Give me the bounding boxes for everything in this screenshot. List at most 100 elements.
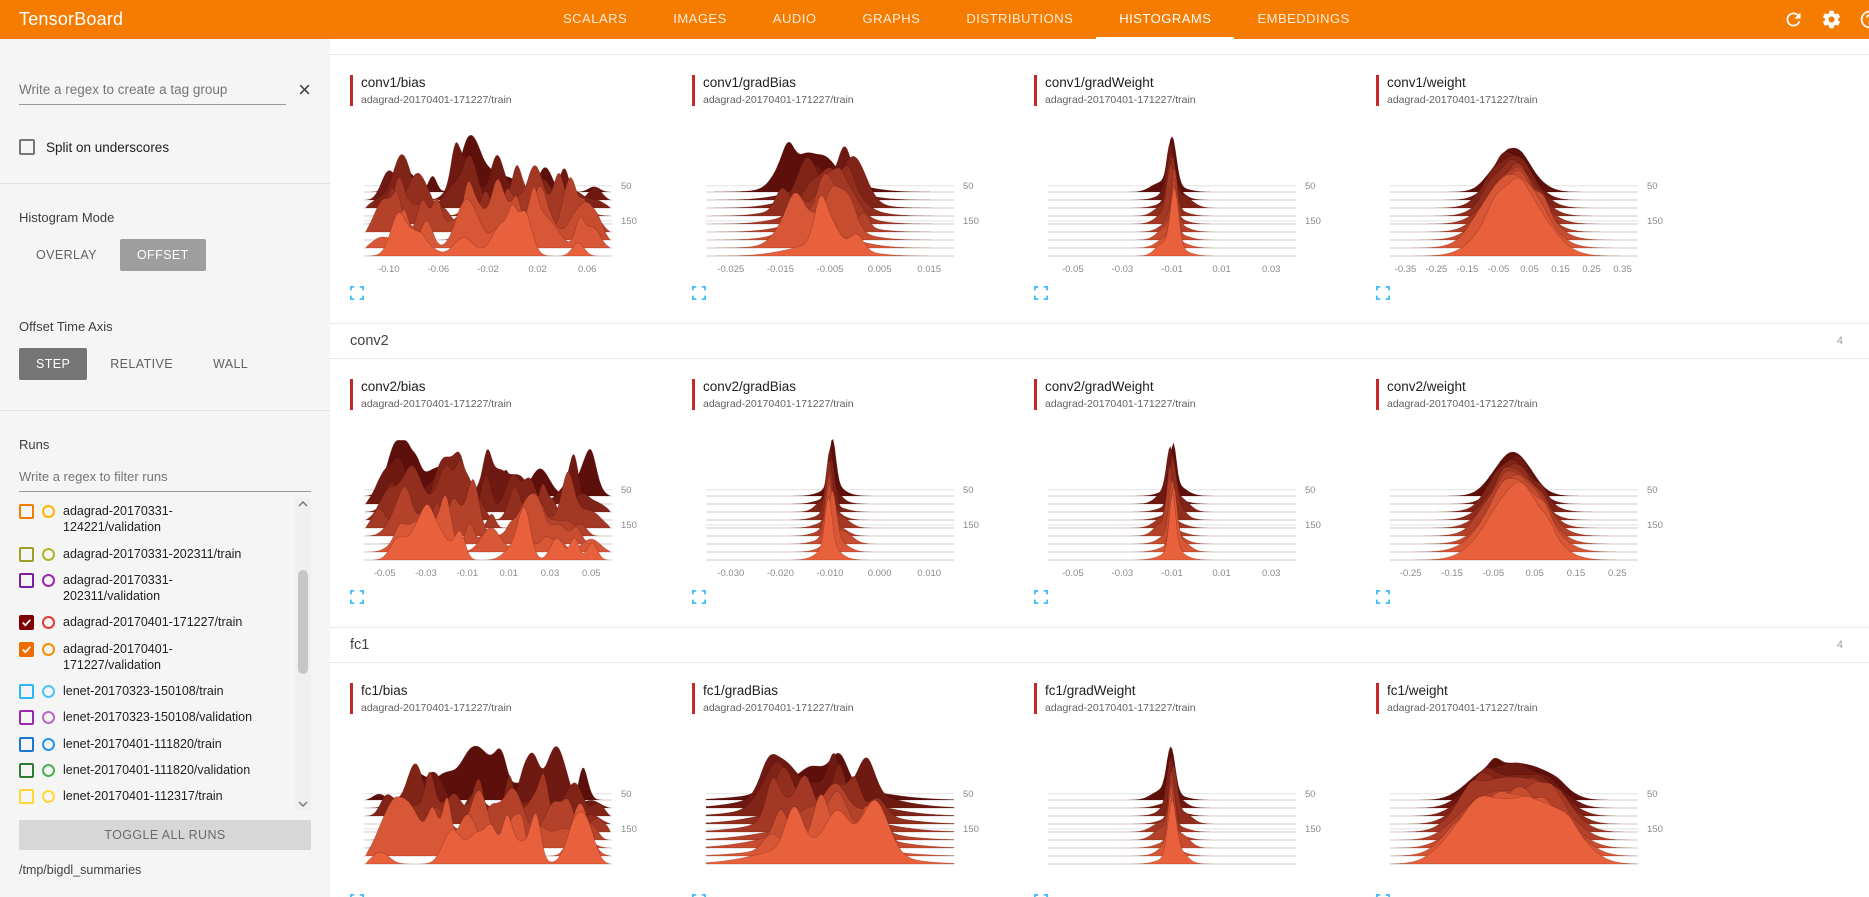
tag-group-regex-input[interactable] bbox=[19, 75, 287, 105]
histogram-chart: 50 150 -0.05 -0.03 -0.01 0.01 0.03 bbox=[1048, 135, 1321, 275]
nav-tab-audio[interactable]: AUDIO bbox=[772, 11, 817, 26]
section-header[interactable]: fc1 4 bbox=[330, 626, 1869, 663]
run-color-radio[interactable] bbox=[42, 505, 55, 518]
svg-text:-0.05: -0.05 bbox=[1062, 568, 1084, 579]
nav-tab-embeddings[interactable]: EMBEDDINGS bbox=[1257, 11, 1350, 26]
expand-icon[interactable] bbox=[1376, 893, 1392, 897]
chart-title-block: conv2/bias adagrad-20170401-171227/train bbox=[350, 378, 658, 410]
run-checkbox[interactable] bbox=[19, 684, 34, 699]
expand-icon[interactable] bbox=[350, 893, 366, 897]
run-color-radio[interactable] bbox=[42, 573, 55, 587]
run-checkbox[interactable] bbox=[19, 762, 34, 778]
run-checkbox[interactable] bbox=[19, 504, 34, 519]
expand-icon[interactable] bbox=[350, 285, 366, 305]
run-item[interactable]: adagrad-20170331-124221/validation bbox=[19, 498, 287, 541]
run-checkbox[interactable] bbox=[19, 641, 34, 657]
run-color-radio[interactable] bbox=[42, 547, 55, 561]
svg-text:50: 50 bbox=[1305, 485, 1316, 496]
close-icon[interactable]: × bbox=[298, 77, 311, 102]
run-checkbox[interactable] bbox=[19, 710, 34, 726]
run-label: adagrad-20170331-202311/train bbox=[63, 546, 242, 561]
run-color-radio[interactable] bbox=[42, 763, 55, 777]
run-item[interactable]: adagrad-20170331-202311/validation bbox=[19, 567, 287, 610]
option-step-button[interactable]: STEP bbox=[19, 348, 88, 380]
chart-title: conv2/bias bbox=[361, 378, 426, 394]
run-item[interactable]: lenet-20170323-150108/train bbox=[19, 678, 287, 704]
section-name: conv2 bbox=[350, 332, 389, 349]
help-icon[interactable] bbox=[1859, 9, 1869, 30]
run-checkbox[interactable] bbox=[19, 572, 34, 588]
runs-regex-input[interactable] bbox=[19, 462, 311, 492]
svg-text:0.06: 0.06 bbox=[578, 264, 597, 275]
run-color-radio[interactable] bbox=[42, 642, 55, 656]
split-underscores-checkbox[interactable] bbox=[19, 139, 35, 155]
histogram-chart: 50 150 -0.25 -0.15 -0.05 0.05 0.15 0.25 bbox=[1390, 451, 1663, 579]
expand-icon[interactable] bbox=[1376, 285, 1392, 305]
run-checkbox[interactable] bbox=[19, 789, 34, 804]
nav-tab-distributions[interactable]: DISTRIBUTIONS bbox=[966, 11, 1074, 26]
svg-text:50: 50 bbox=[621, 485, 632, 496]
svg-text:0.01: 0.01 bbox=[1212, 568, 1231, 579]
option-relative-button[interactable]: RELATIVE bbox=[110, 357, 173, 371]
expand-icon[interactable] bbox=[1034, 285, 1050, 305]
run-color-radio[interactable] bbox=[42, 616, 55, 630]
run-checkbox[interactable] bbox=[19, 546, 34, 562]
offset-axis-options: STEP RELATIVE WALL bbox=[19, 348, 311, 380]
run-color-radio[interactable] bbox=[42, 790, 55, 803]
chart-title: conv2/gradBias bbox=[703, 378, 797, 394]
option-overlay-button[interactable]: OVERLAY bbox=[36, 248, 97, 262]
run-item[interactable]: adagrad-20170401-171227/train bbox=[19, 609, 287, 635]
expand-icon[interactable] bbox=[1034, 893, 1050, 897]
expand-icon[interactable] bbox=[1376, 589, 1392, 609]
run-color-radio[interactable] bbox=[42, 711, 55, 725]
run-item[interactable]: lenet-20170401-111820/train bbox=[19, 731, 287, 757]
run-item[interactable]: adagrad-20170331-202311/train bbox=[19, 541, 287, 567]
option-wall-button[interactable]: WALL bbox=[212, 357, 249, 371]
expand-icon[interactable] bbox=[692, 589, 708, 609]
runs-scrollbar[interactable] bbox=[295, 498, 311, 810]
run-checkbox[interactable] bbox=[19, 615, 34, 631]
run-item[interactable]: lenet-20170323-150108/validation bbox=[19, 704, 287, 730]
run-checkbox[interactable] bbox=[19, 736, 34, 752]
svg-text:0.01: 0.01 bbox=[1212, 264, 1231, 275]
svg-text:-0.05: -0.05 bbox=[1482, 568, 1504, 579]
split-underscores-row[interactable]: Split on underscores bbox=[19, 139, 311, 155]
histogram-card: fc1/gradBias adagrad-20170401-171227/tra… bbox=[692, 682, 1000, 897]
chart-title-block: conv1/bias adagrad-20170401-171227/train bbox=[350, 75, 658, 106]
run-item[interactable]: lenet-20170401-111820/validation bbox=[19, 757, 287, 783]
toggle-all-runs-button[interactable]: TOGGLE ALL RUNS bbox=[19, 820, 311, 850]
option-offset-button[interactable]: OFFSET bbox=[119, 239, 206, 271]
scroll-up-icon[interactable] bbox=[298, 501, 308, 507]
chart-title-block: fc1/gradBias adagrad-20170401-171227/tra… bbox=[692, 682, 1000, 714]
expand-icon[interactable] bbox=[350, 589, 366, 609]
scrollbar-thumb[interactable] bbox=[298, 570, 308, 674]
svg-text:0.03: 0.03 bbox=[541, 568, 560, 579]
chart-run-label: adagrad-20170401-171227/train bbox=[1387, 93, 1538, 106]
expand-icon[interactable] bbox=[692, 285, 708, 305]
run-item[interactable]: adagrad-20170401-171227/validation bbox=[19, 636, 287, 679]
svg-text:-0.01: -0.01 bbox=[1161, 568, 1183, 579]
nav-tab-images[interactable]: IMAGES bbox=[673, 11, 727, 26]
run-item[interactable]: lenet-20170401-112317/train bbox=[19, 783, 287, 809]
run-color-radio[interactable] bbox=[42, 737, 55, 751]
app-title: TensorBoard bbox=[19, 9, 124, 29]
run-label: lenet-20170401-112317/train bbox=[63, 789, 223, 803]
nav-tab-scalars[interactable]: SCALARS bbox=[563, 11, 628, 26]
scroll-down-icon[interactable] bbox=[298, 801, 308, 807]
run-color-radio[interactable] bbox=[42, 685, 55, 698]
chart-title-block: conv1/gradWeight adagrad-20170401-171227… bbox=[1034, 75, 1342, 106]
chart-run-label: adagrad-20170401-171227/train bbox=[1387, 397, 1538, 410]
section-header[interactable]: conv2 4 bbox=[330, 322, 1869, 359]
expand-icon[interactable] bbox=[692, 893, 708, 897]
run-label: adagrad-20170401-171227/validation bbox=[63, 641, 173, 672]
settings-icon[interactable] bbox=[1821, 9, 1842, 30]
nav-tab-histograms[interactable]: HISTOGRAMS bbox=[1096, 0, 1235, 39]
svg-text:0.15: 0.15 bbox=[1567, 568, 1586, 579]
sidebar: × Split on underscores Histogram Mode OV… bbox=[0, 39, 330, 897]
nav-tab-graphs[interactable]: GRAPHS bbox=[862, 11, 921, 26]
chart-run-label: adagrad-20170401-171227/train bbox=[1045, 93, 1196, 106]
refresh-icon[interactable] bbox=[1783, 9, 1804, 30]
expand-icon[interactable] bbox=[1034, 589, 1050, 609]
histogram-card: conv1/gradBias adagrad-20170401-171227/t… bbox=[692, 75, 1000, 305]
chart-title-block: fc1/gradWeight adagrad-20170401-171227/t… bbox=[1034, 682, 1342, 714]
